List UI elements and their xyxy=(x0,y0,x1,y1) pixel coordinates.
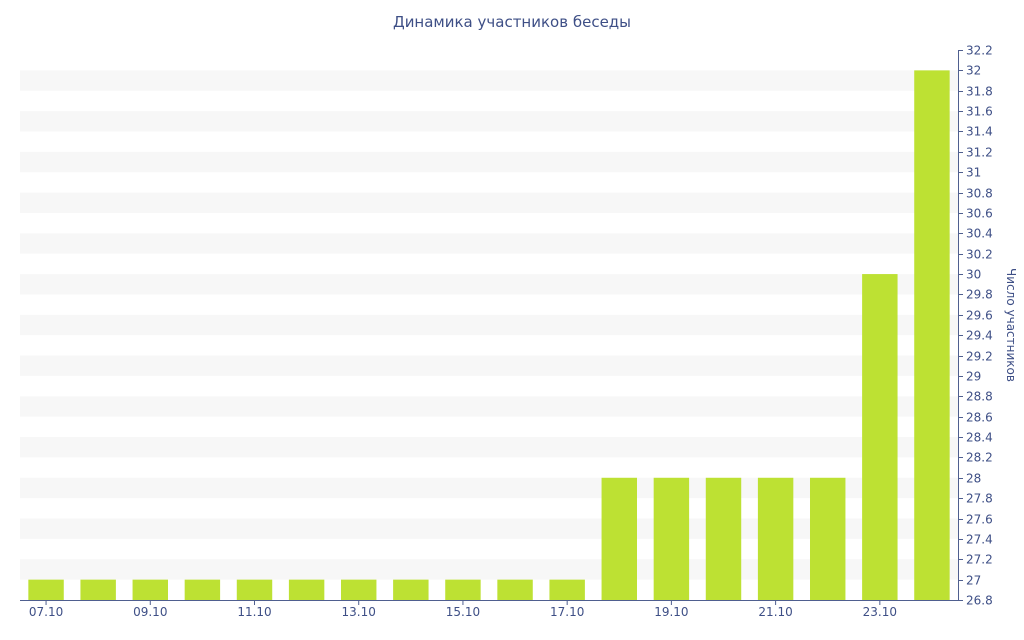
bar xyxy=(184,579,221,600)
bar xyxy=(341,579,377,600)
grid-band xyxy=(20,151,958,173)
bar xyxy=(497,579,533,600)
bars xyxy=(28,70,950,601)
y-tick-label: 28 xyxy=(966,472,981,486)
y-tick-label: 29.8 xyxy=(966,288,993,302)
x-tick-label: 15.10 xyxy=(446,605,480,619)
bar xyxy=(28,579,64,600)
x-tick-label: 19.10 xyxy=(654,605,688,619)
y-tick-label: 27.6 xyxy=(966,513,993,527)
bar xyxy=(862,274,898,600)
bar xyxy=(393,579,429,600)
x-tick-label: 13.10 xyxy=(342,605,376,619)
y-tick-label: 28.8 xyxy=(966,390,993,404)
y-tick-label: 30 xyxy=(966,268,981,282)
bar xyxy=(132,579,168,600)
grid-band xyxy=(20,355,958,376)
y-tick-label: 31.6 xyxy=(966,105,993,119)
y-tick-label: 27 xyxy=(966,574,981,588)
x-tick-label: 17.10 xyxy=(550,605,584,619)
bar xyxy=(653,477,690,600)
grid-band xyxy=(20,437,958,458)
y-tick-label: 31 xyxy=(966,166,981,180)
y-tick-label: 32.2 xyxy=(966,44,993,58)
grid-band xyxy=(20,111,958,132)
x-tick-label: 21.10 xyxy=(758,605,792,619)
y-tick-label: 30.8 xyxy=(966,187,993,201)
y-tick-label: 28.4 xyxy=(966,431,993,445)
y-tick-label: 31.2 xyxy=(966,146,993,160)
x-axis-ticks: 07.10 09.10 11.10 13.10 15.10 17.10 19.10 21.10… xyxy=(29,600,897,619)
axes xyxy=(20,50,959,601)
grid-band xyxy=(20,274,958,295)
y-tick-label: 30.4 xyxy=(966,227,993,241)
x-tick-label: 11.10 xyxy=(237,605,271,619)
x-tick-label: 09.10 xyxy=(133,605,167,619)
bar xyxy=(810,477,846,600)
y-tick-label: 27.4 xyxy=(966,533,993,547)
y-tick-label: 28.2 xyxy=(966,451,993,465)
bar xyxy=(445,579,481,600)
y-tick-label: 31.8 xyxy=(966,85,993,99)
y-axis-label: Число участников xyxy=(1004,268,1018,382)
bar xyxy=(757,477,794,600)
y-tick-label: 32 xyxy=(966,64,981,78)
y-axis-ticks: 26.8 27 27.2 27.4 27.6 27.8 28 28.2 28.4 28.6 28.8… xyxy=(958,44,993,608)
x-tick-label: 23.10 xyxy=(863,605,897,619)
grid-band xyxy=(20,192,958,213)
y-tick-label: 26.8 xyxy=(966,594,993,608)
grid-bands xyxy=(20,70,958,580)
y-tick-label: 29 xyxy=(966,370,981,384)
grid-band xyxy=(20,314,958,336)
y-tick-label: 29.6 xyxy=(966,309,993,323)
y-tick-label: 30.2 xyxy=(966,248,993,262)
y-tick-label: 28.6 xyxy=(966,411,993,425)
grid-band xyxy=(20,396,958,417)
y-tick-label: 29.4 xyxy=(966,329,993,343)
y-tick-label: 27.8 xyxy=(966,492,993,506)
y-tick-label: 27.2 xyxy=(966,553,993,567)
bar xyxy=(549,579,585,600)
y-tick-label: 30.6 xyxy=(966,207,993,221)
bar xyxy=(80,579,116,600)
y-tick-label: 29.2 xyxy=(966,350,993,364)
bar xyxy=(288,579,325,600)
bar xyxy=(705,477,742,600)
bar xyxy=(914,70,950,601)
y-tick-label: 31.4 xyxy=(966,125,993,139)
chart-title: Динамика участников беседы xyxy=(392,13,632,31)
grid-band xyxy=(20,70,958,91)
grid-band xyxy=(20,233,958,254)
bar xyxy=(236,579,273,600)
bar xyxy=(601,477,637,600)
x-tick-label: 07.10 xyxy=(29,605,63,619)
